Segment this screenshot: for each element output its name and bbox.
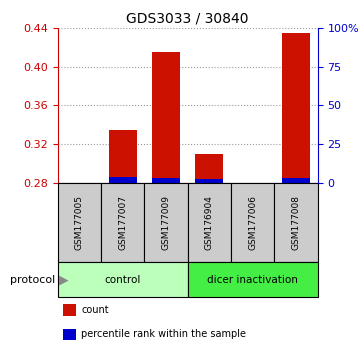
Bar	[282, 178, 310, 183]
Bar	[195, 154, 223, 183]
Bar	[152, 178, 180, 183]
Bar	[195, 179, 223, 183]
Bar	[109, 130, 137, 183]
Bar	[231, 183, 274, 262]
Text: GSM177006: GSM177006	[248, 195, 257, 250]
Bar	[109, 177, 137, 183]
Title: GDS3033 / 30840: GDS3033 / 30840	[126, 12, 249, 26]
Bar	[63, 329, 76, 341]
Bar	[63, 304, 76, 315]
Bar	[188, 183, 231, 262]
Text: GSM177008: GSM177008	[292, 195, 300, 250]
Text: GSM177007: GSM177007	[118, 195, 127, 250]
Bar	[101, 183, 144, 262]
Bar	[58, 262, 188, 297]
Text: GSM177009: GSM177009	[162, 195, 170, 250]
Text: control: control	[105, 275, 141, 285]
Text: GSM176904: GSM176904	[205, 195, 214, 250]
Bar	[188, 262, 318, 297]
Bar	[144, 183, 188, 262]
Text: dicer inactivation: dicer inactivation	[207, 275, 298, 285]
Text: percentile rank within the sample: percentile rank within the sample	[81, 330, 246, 339]
Bar	[282, 33, 310, 183]
Text: count: count	[81, 304, 109, 315]
Bar	[58, 183, 101, 262]
Text: ▶: ▶	[59, 273, 69, 286]
Text: protocol: protocol	[10, 275, 55, 285]
Bar	[152, 52, 180, 183]
Text: GSM177005: GSM177005	[75, 195, 84, 250]
Bar	[274, 183, 318, 262]
